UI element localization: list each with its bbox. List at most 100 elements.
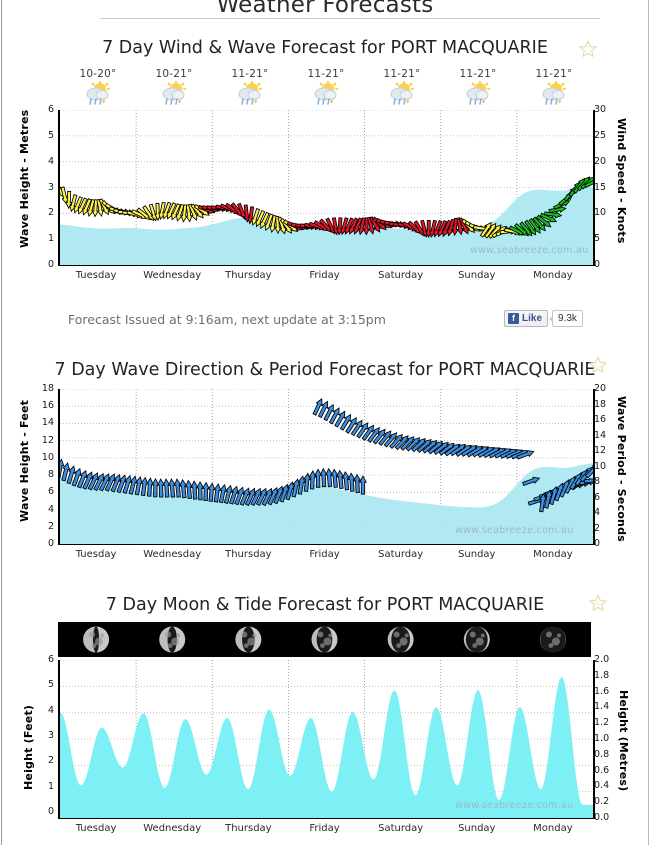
axis-tick-label: 16 (41, 400, 54, 412)
axis-tick-label: 5 (47, 679, 54, 691)
moon-tide-panel: 7 Day Moon & Tide Forecast for PORT MACQ… (0, 593, 650, 615)
axis-tick-label: 10 (594, 207, 607, 219)
axis-tick-label: 2 (594, 522, 601, 534)
axis-tick-label: 1.4 (594, 701, 610, 713)
axis-tick-label: 0.4 (594, 780, 610, 792)
sun-cloud-rain-icon (542, 81, 567, 105)
moon-phase-icon (387, 626, 414, 653)
moon-phase-icon (463, 626, 490, 653)
day-axis-label: Wednesday (143, 823, 202, 834)
day-temperature: 10-20° (79, 68, 117, 80)
day-temperature: 11-21° (307, 68, 345, 80)
axis-tick-label: 12 (594, 445, 607, 456)
day-axis-label: Sunday (458, 823, 496, 834)
facebook-like-count: 9.3k (549, 310, 583, 327)
watermark-1: www.seabreeze.com.au (470, 245, 589, 256)
axis-tick-label: 1.0 (594, 733, 610, 744)
day-axis-label: Tuesday (75, 270, 117, 281)
day-axis-label: Tuesday (75, 549, 117, 560)
axis-tick-label: 6 (594, 491, 601, 503)
axis-tick-label: 3 (47, 181, 54, 193)
day-axis-label: Saturday (378, 270, 424, 281)
axis-tick-label: 5 (47, 129, 54, 141)
star-outline-icon[interactable] (588, 355, 608, 375)
axis-tick-label: 1 (47, 233, 54, 245)
axis-tick-label: 1.2 (594, 717, 610, 729)
axis-tick-label: 18 (594, 398, 607, 410)
star-outline-icon[interactable] (588, 593, 608, 613)
day-axis-label: Monday (533, 270, 573, 281)
axis-tick-label: 18 (41, 383, 54, 394)
watermark-2: www.seabreeze.com.au (455, 525, 574, 536)
axis-tick-label: 1.6 (594, 685, 610, 697)
wave-direction-plot (58, 389, 595, 545)
moon-phase-icon (159, 626, 186, 653)
axis-tick-label: 0 (47, 806, 54, 817)
day-axis-label: Monday (533, 549, 573, 560)
moon-phase-strip (58, 622, 591, 657)
day-axis-label: Friday (309, 823, 340, 834)
axis-tick-label: 10 (594, 460, 607, 472)
axis-tick-label: 12 (41, 434, 54, 446)
day-axis-label: Saturday (378, 549, 424, 560)
day-axis-label: Thursday (225, 823, 272, 834)
day-temperature: 11-21° (459, 68, 497, 80)
day-cell: 10-20° (60, 68, 136, 107)
tide-height-feet-axis-title: Height (Feet) (22, 704, 35, 790)
facebook-like-widget[interactable]: f Like 9.3k (504, 310, 583, 327)
moon-phase-icon (539, 626, 566, 653)
day-temperature: 11-21° (383, 68, 421, 80)
axis-tick-label: 15 (594, 181, 607, 193)
wave-direction-title: 7 Day Wave Direction & Period Forecast f… (54, 360, 596, 380)
axis-tick-label: 6 (47, 654, 54, 665)
sun-cloud-rain-icon (466, 81, 491, 105)
axis-tick-label: 0 (594, 259, 601, 270)
day-axis-label: Friday (309, 270, 340, 281)
moon-phase-icon (311, 626, 338, 653)
day-axis-label: Friday (309, 549, 340, 560)
star-outline-icon[interactable] (578, 39, 598, 59)
moon-phase-icon (235, 626, 262, 653)
day-axis-label: Wednesday (143, 270, 202, 281)
day-axis-label: Thursday (225, 549, 272, 560)
day-temperature: 10-21° (155, 68, 193, 80)
axis-tick-label: 4 (47, 503, 54, 515)
tide-plot (58, 660, 595, 819)
axis-tick-label: 0.8 (594, 748, 610, 760)
axis-tick-label: 0 (594, 538, 601, 549)
day-axis-label: Saturday (378, 823, 424, 834)
axis-tick-label: 16 (594, 414, 607, 425)
day-axis-label: Sunday (458, 270, 496, 281)
axis-tick-label: 1 (47, 780, 54, 792)
axis-tick-label: 14 (594, 429, 607, 441)
axis-tick-label: 3 (47, 730, 54, 741)
day-axis-label: Thursday (225, 270, 272, 281)
wind-wave-title: 7 Day Wind & Wave Forecast for PORT MACQ… (102, 38, 548, 58)
axis-tick-label: 1.8 (594, 669, 610, 681)
sun-cloud-rain-icon (162, 81, 187, 105)
day-cell: 10-21° (136, 68, 212, 107)
axis-tick-label: 0.6 (594, 764, 610, 776)
axis-tick-label: 2.0 (594, 654, 610, 665)
sun-cloud-rain-icon (390, 81, 415, 105)
axis-tick-label: 4 (47, 155, 54, 167)
day-axis-label: Tuesday (75, 823, 117, 834)
day-cell: 11-21° (288, 68, 364, 107)
axis-tick-label: 0.2 (594, 796, 610, 808)
axis-tick-label: 25 (594, 129, 607, 141)
day-axis-label: Wednesday (143, 549, 202, 560)
header-divider (100, 18, 600, 19)
day-cell: 11-21° (440, 68, 516, 107)
axis-tick-label: 2 (47, 755, 54, 767)
wave-period-seconds-axis-title: Wave Period - Seconds (615, 396, 628, 542)
sun-cloud-rain-icon (238, 81, 263, 105)
axis-tick-label: 20 (594, 383, 607, 394)
wave-direction-panel: 7 Day Wave Direction & Period Forecast f… (0, 355, 650, 380)
tide-height-metres-axis-title: Height (Metres) (617, 690, 630, 792)
axis-tick-label: 6 (47, 486, 54, 498)
axis-tick-label: 14 (41, 417, 54, 429)
axis-tick-label: 0 (47, 259, 54, 270)
axis-tick-label: 20 (594, 155, 607, 167)
axis-tick-label: 30 (594, 104, 607, 115)
facebook-like-button[interactable]: f Like (504, 310, 549, 327)
